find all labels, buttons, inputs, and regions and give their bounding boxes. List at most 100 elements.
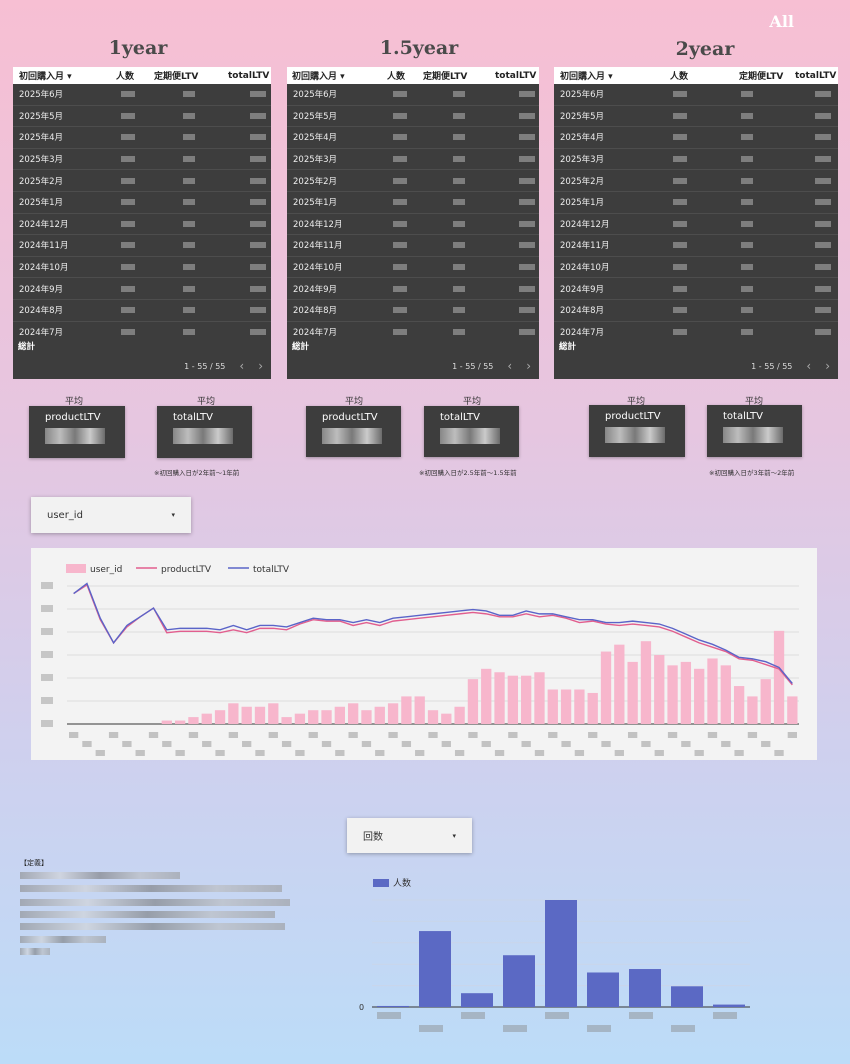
definition-title: 【定義】 [20, 859, 48, 867]
bar-count [419, 931, 451, 1007]
redacted-cell [250, 112, 267, 119]
redacted-cell [673, 177, 688, 184]
avg-label: 平均 [626, 397, 645, 407]
column-header-sub_ltv: 定期便LTV [154, 72, 199, 82]
table-row: 2024年7月 [287, 322, 539, 337]
redacted-x-tick [122, 741, 132, 747]
bar-user-id [733, 686, 745, 724]
redacted-x-tick [713, 1012, 737, 1019]
redacted-x-tick [545, 1012, 569, 1019]
redacted-cell [673, 242, 688, 249]
user-id-dropdown[interactable]: user_id ▾ [31, 497, 191, 533]
redacted-x-tick [268, 732, 278, 738]
redacted-cell [183, 328, 196, 335]
redacted-cell [815, 112, 832, 119]
bar-user-id [334, 706, 345, 724]
redacted-cell [453, 220, 466, 227]
redacted-x-tick [82, 741, 92, 747]
bar-user-id [680, 661, 692, 724]
table-row: 2024年12月 [13, 214, 271, 236]
column-header-month[interactable]: 初回購入月 ▾ [560, 72, 613, 82]
redacted-x-tick [787, 732, 797, 738]
table-row: 2025年5月 [13, 106, 271, 128]
redacted-x-tick [747, 732, 758, 738]
table-row: 2024年10月 [554, 257, 838, 279]
ltv-table-2year[interactable]: 初回購入月 ▾ 人数 定期便LTV totalLTV 2025年6月 2025年5月 202… [554, 67, 838, 379]
month-cell: 2024年7月 [293, 327, 338, 337]
bar-user-id [268, 703, 279, 724]
ltv-combo-chart-svg: user_id productLTV totalLTV [41, 564, 799, 756]
bar-user-id [308, 710, 319, 724]
redacted-x-tick [721, 741, 731, 747]
legend-swatch-user-id [66, 564, 86, 573]
column-header-sub_ltv: 定期便LTV [739, 72, 784, 82]
redacted-x-tick [281, 741, 292, 747]
prev-page-icon[interactable]: ‹ [507, 359, 513, 373]
redacted-cell [815, 156, 832, 163]
redacted-x-tick [641, 741, 651, 747]
avg-label: 平均 [344, 397, 363, 407]
pagination: 1 - 55 / 55 ‹ › [751, 359, 830, 373]
count-bar-chart: 人数 0 [359, 877, 750, 1032]
bar-user-id [161, 720, 172, 724]
redacted-cell [518, 177, 535, 184]
redacted-cell [250, 285, 267, 292]
table-row: 2024年7月 [554, 322, 838, 337]
ltv-table-1-5year[interactable]: 初回購入月 ▾ 人数 定期便LTV totalLTV 2025年6月 2025年5月 202… [287, 67, 539, 379]
redacted-tick [41, 697, 53, 704]
bar-user-id [481, 668, 492, 724]
redacted-cell [741, 112, 754, 119]
redacted-cell [121, 112, 136, 119]
scorecard-title: productLTV [45, 412, 101, 423]
ltv-table-1year[interactable]: 初回購入月 ▾ 人数 定期便LTV totalLTV 2025年6月 2025年5月 202… [13, 67, 271, 379]
redacted-x-tick [587, 1025, 611, 1032]
table-row: 2024年7月 [13, 322, 271, 337]
redacted-x-tick [548, 732, 558, 738]
next-page-icon[interactable]: › [825, 359, 830, 373]
redacted-x-tick [361, 741, 372, 747]
next-page-icon[interactable]: › [258, 359, 263, 373]
redacted-text [20, 923, 285, 930]
bar-user-id [760, 679, 771, 724]
redacted-cell [673, 199, 688, 206]
prev-page-icon[interactable]: ‹ [806, 359, 812, 373]
table-body: 2025年6月 2025年5月 2025年4月 2025年3月 2025年2月 2025年… [13, 84, 271, 337]
chevron-down-icon: ▾ [452, 831, 456, 840]
bar-user-id [427, 710, 439, 724]
column-header-month[interactable]: 初回購入月 ▾ [292, 72, 345, 82]
column-header-total_ltv: totalLTV [495, 70, 537, 81]
redacted-x-tick [335, 750, 345, 756]
bar-user-id [214, 710, 226, 724]
redacted-x-tick [707, 732, 718, 738]
redacted-cell [250, 220, 267, 227]
redacted-x-tick [671, 1025, 695, 1032]
redacted-x-tick [503, 1025, 527, 1032]
redacted-cell [453, 285, 466, 292]
bar-user-id [387, 703, 399, 724]
table-body: 2025年6月 2025年5月 2025年4月 2025年3月 2025年2月 2025年… [287, 84, 539, 337]
column-header-sub_ltv: 定期便LTV [423, 72, 468, 82]
redacted-cell [741, 285, 754, 292]
redacted-text [20, 948, 50, 955]
redacted-cell [741, 134, 754, 141]
next-page-icon[interactable]: › [526, 359, 531, 373]
prev-page-icon[interactable]: ‹ [239, 359, 245, 373]
redacted-x-tick [255, 750, 265, 756]
redacted-cell [392, 112, 407, 119]
redacted-x-tick [348, 732, 358, 738]
month-cell: 2024年8月 [560, 306, 605, 317]
note-1-5year: ※初回購入日が2.5年前〜1.5年前 [419, 469, 517, 477]
redacted-cell [673, 134, 688, 141]
redacted-cell [453, 328, 466, 335]
count-dropdown[interactable]: 回数 ▾ [347, 818, 472, 853]
bar-user-id [600, 651, 612, 724]
redacted-cell [183, 220, 196, 227]
redacted-cell [183, 134, 196, 141]
redacted-cell [453, 112, 466, 119]
column-header-total_ltv: totalLTV [228, 70, 270, 81]
dropdown-label: 回数 [363, 832, 383, 843]
month-cell: 2024年9月 [19, 284, 64, 295]
column-header-month[interactable]: 初回購入月 ▾ [19, 72, 72, 82]
bar-user-id [574, 689, 585, 724]
redacted-cell [453, 156, 466, 163]
